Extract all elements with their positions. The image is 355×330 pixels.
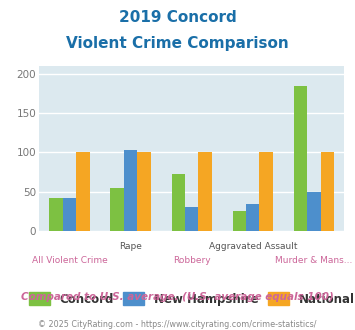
Bar (63, 198, 76, 231)
Text: Aggravated Assault: Aggravated Assault (208, 242, 297, 251)
Bar (76, 152, 90, 231)
Bar (124, 150, 137, 231)
Text: Murder & Mans...: Murder & Mans... (275, 256, 353, 265)
Bar (260, 152, 273, 231)
Legend: Concord, New Hampshire, National: Concord, New Hampshire, National (23, 286, 355, 312)
Text: Violent Crime Comparison: Violent Crime Comparison (66, 36, 289, 51)
Text: Compared to U.S. average. (U.S. average equals 100): Compared to U.S. average. (U.S. average … (21, 292, 334, 302)
Text: 2019 Concord: 2019 Concord (119, 10, 236, 25)
Text: © 2025 CityRating.com - https://www.cityrating.com/crime-statistics/: © 2025 CityRating.com - https://www.city… (38, 320, 317, 329)
Bar (246, 204, 260, 231)
Bar (321, 152, 334, 231)
Bar (185, 208, 198, 231)
Bar (233, 211, 246, 231)
Bar (294, 86, 307, 231)
Text: Rape: Rape (119, 242, 142, 251)
Text: All Violent Crime: All Violent Crime (32, 256, 108, 265)
Bar (171, 175, 185, 231)
Bar (49, 198, 63, 231)
Text: Robbery: Robbery (173, 256, 211, 265)
Bar (307, 192, 321, 231)
Bar (110, 188, 124, 231)
Bar (198, 152, 212, 231)
Bar (137, 152, 151, 231)
